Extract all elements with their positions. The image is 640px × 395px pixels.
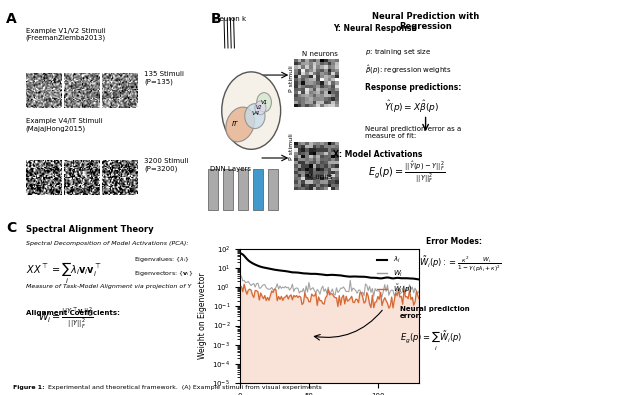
Text: Spectral Decomposition of Model Activations (PCA):: Spectral Decomposition of Model Activati… bbox=[26, 241, 188, 246]
Ellipse shape bbox=[257, 92, 271, 112]
Text: Example V1/V2 Stimuli
(FreemanZiemba2013): Example V1/V2 Stimuli (FreemanZiemba2013… bbox=[26, 28, 106, 41]
Ellipse shape bbox=[226, 107, 255, 142]
Text: 135 Stimuli
(P=135): 135 Stimuli (P=135) bbox=[144, 71, 184, 85]
Text: Measure of Task-Model Alignment via projection of Y: Measure of Task-Model Alignment via proj… bbox=[26, 284, 191, 290]
Text: B: B bbox=[211, 12, 222, 26]
Text: $\hat{Y}(p) = X\hat{\beta}(p)$: $\hat{Y}(p) = X\hat{\beta}(p)$ bbox=[384, 99, 439, 115]
Bar bbox=[253, 169, 263, 210]
Text: $\hat{\beta}(p)$: regression weights: $\hat{\beta}(p)$: regression weights bbox=[365, 63, 452, 75]
Text: $XX^\top = \sum_i \lambda_i \mathbf{v}_i \mathbf{v}_i^\top$: $XX^\top = \sum_i \lambda_i \mathbf{v}_i… bbox=[26, 261, 102, 286]
Bar bbox=[208, 169, 218, 210]
Text: V4: V4 bbox=[252, 111, 260, 116]
Ellipse shape bbox=[255, 101, 266, 115]
Y-axis label: Weight on Eigenvector: Weight on Eigenvector bbox=[198, 273, 207, 359]
Text: Neural Prediction with
Regression: Neural Prediction with Regression bbox=[372, 12, 479, 31]
Text: P stimuli: P stimuli bbox=[289, 66, 294, 92]
Text: Y: Neural Response: Y: Neural Response bbox=[333, 24, 417, 33]
Text: Example V4/IT Stimuli
(MajajHong2015): Example V4/IT Stimuli (MajajHong2015) bbox=[26, 118, 102, 132]
Text: Neural prediction error as a
measure of fit:: Neural prediction error as a measure of … bbox=[365, 126, 461, 139]
Text: X: Model Activations: X: Model Activations bbox=[333, 150, 422, 159]
Text: Error Modes:: Error Modes: bbox=[426, 237, 482, 246]
Text: P stimuli: P stimuli bbox=[289, 133, 294, 160]
Text: $p$: training set size: $p$: training set size bbox=[365, 47, 431, 57]
Text: V1: V1 bbox=[260, 100, 268, 105]
Text: N neurons: N neurons bbox=[302, 51, 338, 57]
Text: 3200 Stimuli
(P=3200): 3200 Stimuli (P=3200) bbox=[144, 158, 189, 171]
Text: Alignment Coefficients:: Alignment Coefficients: bbox=[26, 310, 120, 316]
Text: neuron k: neuron k bbox=[215, 16, 246, 22]
Legend: $\lambda_i$, $W_i$, $\tilde{W}_i(p)$: $\lambda_i$, $W_i$, $\tilde{W}_i(p)$ bbox=[374, 252, 416, 297]
Bar bbox=[268, 169, 278, 210]
Text: IT: IT bbox=[232, 121, 238, 128]
Text: $W_i = \frac{||Y^\top \mathbf{v}_i||_2^2}{||Y||_F^2}$: $W_i = \frac{||Y^\top \mathbf{v}_i||_2^2… bbox=[38, 306, 93, 331]
Bar bbox=[238, 169, 248, 210]
Text: C: C bbox=[6, 221, 17, 235]
Text: $\tilde{W}_i(p) := \frac{\kappa^2}{1-\gamma}\frac{W_i}{(p\lambda_i+\kappa)^2}$: $\tilde{W}_i(p) := \frac{\kappa^2}{1-\ga… bbox=[419, 255, 502, 274]
Text: Eigenvectors: $\{\mathbf{v}_i\}$: Eigenvectors: $\{\mathbf{v}_i\}$ bbox=[134, 269, 194, 278]
Text: Experimental and theoretical framework.  (A) Example stimuli from visual experim: Experimental and theoretical framework. … bbox=[48, 385, 322, 390]
Bar bbox=[223, 169, 233, 210]
Text: $E_g(p) = \frac{||\hat{Y}(p)-Y||_F^2}{||Y||_F^2}$: $E_g(p) = \frac{||\hat{Y}(p)-Y||_F^2}{||… bbox=[368, 158, 445, 184]
Ellipse shape bbox=[244, 103, 265, 129]
Text: Response predictions:: Response predictions: bbox=[365, 83, 461, 92]
Text: M units: M units bbox=[307, 174, 333, 180]
Text: Eigenvalues: $\{\lambda_i\}$: Eigenvalues: $\{\lambda_i\}$ bbox=[134, 255, 191, 264]
Text: Neural prediction
error:: Neural prediction error: bbox=[400, 306, 470, 319]
Text: $E_g(p) = \sum_i \tilde{W}_i(p)$: $E_g(p) = \sum_i \tilde{W}_i(p)$ bbox=[400, 330, 462, 353]
Text: A: A bbox=[6, 12, 17, 26]
Text: DNN Layers: DNN Layers bbox=[210, 166, 251, 172]
Text: Spectral Alignment Theory: Spectral Alignment Theory bbox=[26, 225, 153, 234]
Ellipse shape bbox=[222, 72, 280, 149]
Text: V2: V2 bbox=[256, 105, 262, 110]
Text: Figure 1:: Figure 1: bbox=[13, 385, 47, 390]
